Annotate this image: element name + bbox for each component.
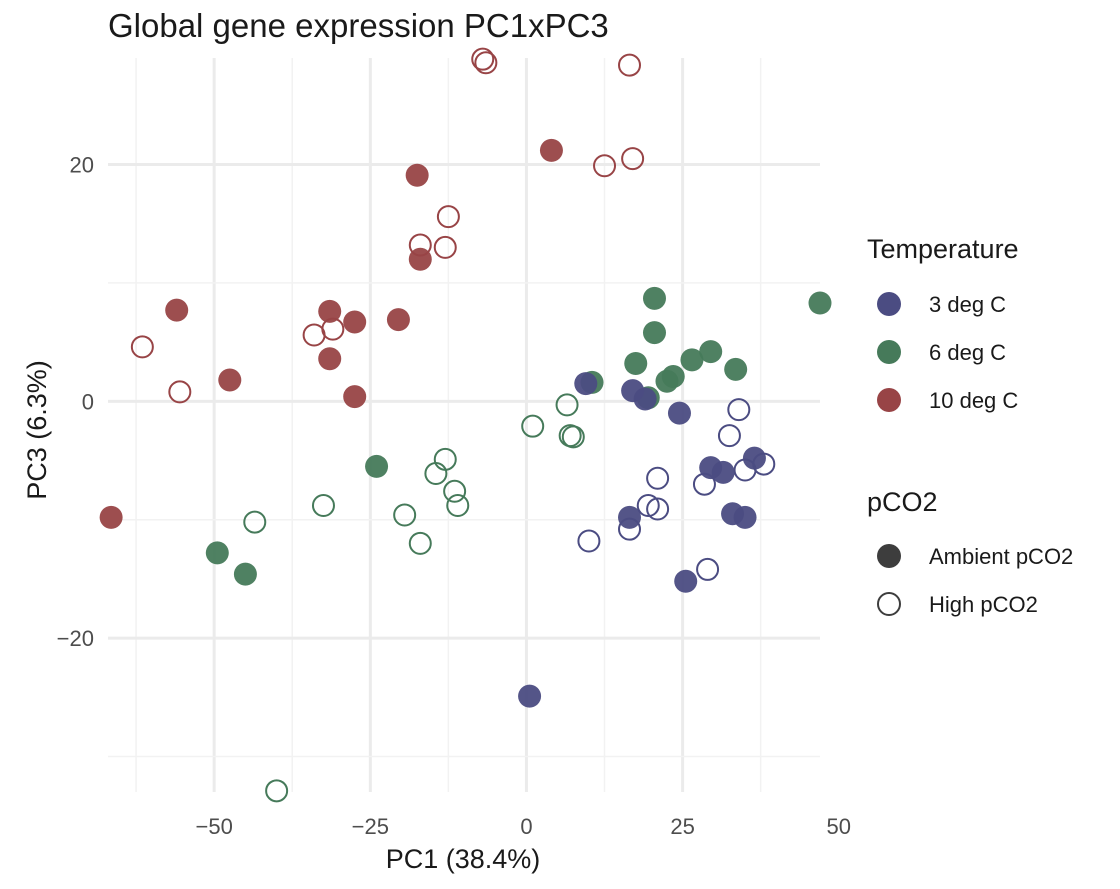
x-axis-title: PC1 (38.4%) <box>386 844 541 874</box>
data-point-3c-ambient <box>674 569 698 593</box>
y-tick-label: 0 <box>82 389 94 414</box>
data-point-3c-high <box>618 517 642 541</box>
data-point-6c-ambient <box>365 454 389 478</box>
data-point-6c-ambient <box>642 321 666 345</box>
data-point-10c-ambient <box>405 163 429 187</box>
x-tick-label: 50 <box>826 814 850 839</box>
data-point-10c-ambient <box>165 298 189 322</box>
data-point-10c-ambient <box>318 299 342 323</box>
legend: Temperature 3 deg C6 deg C10 deg C pCO2 … <box>867 234 1073 617</box>
legend-label-pco2: Ambient pCO2 <box>929 544 1073 569</box>
data-point-6c-high <box>311 494 335 518</box>
data-point-6c-high <box>433 447 457 471</box>
data-point-6c-high <box>443 479 467 503</box>
y-tick-label: 20 <box>70 153 94 178</box>
legend-key-temperature <box>877 340 901 364</box>
data-point-6c-ambient <box>808 291 832 315</box>
chart-title: Global gene expression PC1xPC3 <box>108 7 609 44</box>
data-point-6c-high <box>521 414 545 438</box>
legend-temperature-entries: 3 deg C 6 deg C 10 deg C <box>877 292 1018 413</box>
data-point-10c-high <box>621 147 645 171</box>
legend-key-pco2 <box>877 544 901 568</box>
data-point-10c-ambient <box>386 308 410 332</box>
data-point-3c-ambient <box>518 684 542 708</box>
data-point-3c-high <box>752 452 776 476</box>
data-point-10c-high <box>436 205 460 229</box>
data-point-10c-ambient <box>218 368 242 392</box>
legend-key-temperature <box>877 388 901 412</box>
data-point-3c-high <box>727 398 751 422</box>
legend-key-temperature <box>877 292 901 316</box>
legend-label-temperature: 10 deg C <box>929 388 1018 413</box>
data-point-3c-high <box>577 529 601 553</box>
data-point-10c-ambient <box>539 138 563 162</box>
data-point-6c-high <box>243 510 267 534</box>
legend-key-pco2 <box>877 592 901 616</box>
data-point-10c-high <box>168 380 192 404</box>
data-point-6c-ambient <box>205 541 229 565</box>
data-point-3c-high <box>696 557 720 581</box>
data-point-10c-high <box>474 51 498 75</box>
legend-label-temperature: 3 deg C <box>929 292 1006 317</box>
data-point-10c-high <box>593 154 617 178</box>
data-point-10c-high <box>433 235 457 259</box>
data-point-10c-high <box>618 53 642 77</box>
data-point-6c-high <box>393 503 417 527</box>
data-point-3c-high <box>636 494 660 518</box>
data-point-10c-ambient <box>343 310 367 334</box>
y-tick-label: −20 <box>57 626 94 651</box>
x-tick-label: 0 <box>520 814 532 839</box>
legend-title-pco2: pCO2 <box>867 487 938 517</box>
x-tick-label: 25 <box>670 814 694 839</box>
data-point-10c-high <box>471 47 495 71</box>
data-point-6c-ambient <box>680 348 704 372</box>
data-point-6c-high <box>555 393 579 417</box>
legend-label-temperature: 6 deg C <box>929 340 1006 365</box>
legend-title-temperature: Temperature <box>867 234 1019 264</box>
data-point-3c-high <box>646 497 670 521</box>
data-point-6c-ambient <box>233 562 257 586</box>
data-point-10c-high <box>321 317 345 341</box>
data-point-3c-ambient <box>633 387 657 411</box>
data-point-10c-ambient <box>343 385 367 409</box>
data-point-3c-high <box>692 472 716 496</box>
data-point-6c-ambient <box>661 364 685 388</box>
data-point-6c-high <box>561 425 585 449</box>
data-point-10c-ambient <box>99 505 123 529</box>
data-point-3c-high <box>717 424 741 448</box>
data-point-6c-ambient <box>699 340 723 364</box>
data-point-6c-ambient <box>624 351 648 375</box>
data-point-6c-ambient <box>642 286 666 310</box>
legend-label-pco2: High pCO2 <box>929 592 1038 617</box>
data-point-6c-high <box>265 779 289 803</box>
data-point-6c-high <box>424 462 448 486</box>
data-point-10c-high <box>130 335 154 359</box>
data-point-6c-high <box>408 531 432 555</box>
data-point-6c-high <box>446 494 470 518</box>
data-point-10c-high <box>408 233 432 257</box>
data-point-3c-ambient <box>618 505 642 529</box>
x-tick-label: −25 <box>352 814 389 839</box>
y-axis-title: PC3 (6.3%) <box>22 360 52 500</box>
data-point-3c-high <box>646 466 670 490</box>
legend-pco2-entries: Ambient pCO2 High pCO2 <box>877 544 1073 617</box>
axis-tick-labels: −50 −25 0 25 50 −20 0 20 <box>57 153 851 839</box>
data-point-10c-ambient <box>318 347 342 371</box>
data-point-3c-ambient <box>574 372 598 396</box>
data-point-6c-ambient <box>724 357 748 381</box>
data-points <box>99 47 832 803</box>
data-point-3c-ambient <box>667 401 691 425</box>
x-tick-label: −50 <box>196 814 233 839</box>
grid-lines <box>108 58 820 792</box>
data-point-3c-ambient <box>733 505 757 529</box>
data-point-3c-ambient <box>711 460 735 484</box>
